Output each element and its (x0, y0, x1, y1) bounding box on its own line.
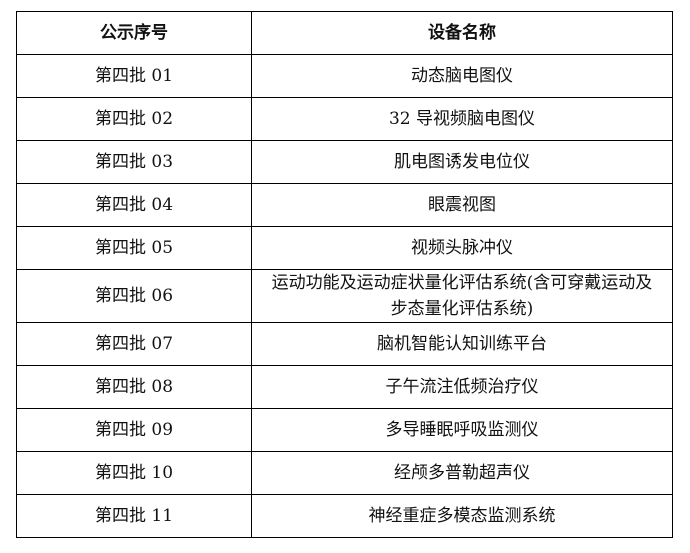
equipment-name-cell: 32 导视频脑电图仪 (251, 97, 673, 141)
equipment-table: 公示序号 设备名称 第四批 01 动态脑电图仪 第四批 02 32 导视频脑电图仪 第四… (16, 11, 673, 538)
serial-number-cell: 第四批 11 (16, 494, 252, 538)
table-row: 第四批 02 32 导视频脑电图仪 (16, 97, 673, 141)
table-row: 第四批 06 运动功能及运动症状量化评估系统(含可穿戴运动及步态量化评估系统) (16, 269, 673, 323)
serial-number-cell: 第四批 06 (16, 269, 252, 323)
serial-number-cell: 第四批 07 (16, 322, 252, 366)
serial-number-cell: 第四批 02 (16, 97, 252, 141)
equipment-name-cell: 脑机智能认知训练平台 (251, 322, 673, 366)
equipment-name-cell: 视频头脉冲仪 (251, 226, 673, 270)
serial-number-cell: 第四批 10 (16, 451, 252, 495)
serial-number-cell: 第四批 09 (16, 408, 252, 452)
equipment-name-cell: 动态脑电图仪 (251, 54, 673, 98)
table-row: 第四批 09 多导睡眠呼吸监测仪 (16, 408, 673, 452)
table-header-row: 公示序号 设备名称 (16, 11, 673, 55)
serial-number-cell: 第四批 04 (16, 183, 252, 227)
table-row: 第四批 10 经颅多普勒超声仪 (16, 451, 673, 495)
serial-number-cell: 第四批 01 (16, 54, 252, 98)
header-equipment-name: 设备名称 (251, 11, 673, 55)
serial-number-cell: 第四批 05 (16, 226, 252, 270)
table-row: 第四批 03 肌电图诱发电位仪 (16, 140, 673, 184)
equipment-name-cell: 运动功能及运动症状量化评估系统(含可穿戴运动及步态量化评估系统) (251, 269, 673, 323)
equipment-name-cell: 神经重症多模态监测系统 (251, 494, 673, 538)
table-row: 第四批 07 脑机智能认知训练平台 (16, 322, 673, 366)
header-serial-number: 公示序号 (16, 11, 252, 55)
equipment-name-cell: 肌电图诱发电位仪 (251, 140, 673, 184)
equipment-name-cell: 眼震视图 (251, 183, 673, 227)
table-row: 第四批 08 子午流注低频治疗仪 (16, 365, 673, 409)
equipment-name-cell: 经颅多普勒超声仪 (251, 451, 673, 495)
table-row: 第四批 04 眼震视图 (16, 183, 673, 227)
table-row: 第四批 05 视频头脉冲仪 (16, 226, 673, 270)
serial-number-cell: 第四批 08 (16, 365, 252, 409)
serial-number-cell: 第四批 03 (16, 140, 252, 184)
equipment-name-cell: 子午流注低频治疗仪 (251, 365, 673, 409)
table-row: 第四批 01 动态脑电图仪 (16, 54, 673, 98)
equipment-name-cell: 多导睡眠呼吸监测仪 (251, 408, 673, 452)
table-row: 第四批 11 神经重症多模态监测系统 (16, 494, 673, 538)
